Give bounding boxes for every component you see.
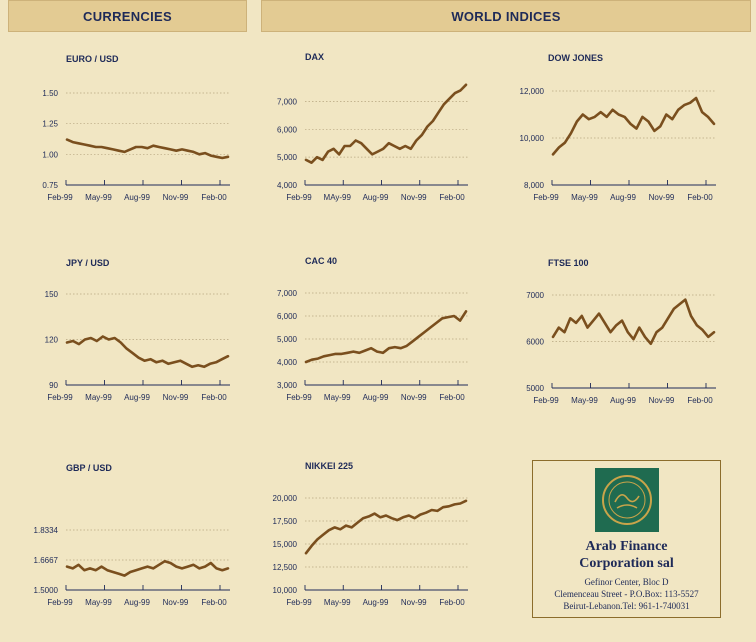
nikkei-225-y-tick-label: 20,000 (273, 494, 298, 503)
world-indices-banner: WORLD INDICES (261, 0, 751, 32)
ftse-100-x-tick-label: Aug-99 (610, 396, 636, 405)
ftse-100-y-tick-label: 7000 (526, 291, 544, 300)
cac-40-series-line (304, 310, 468, 364)
cac-40-x-tick-label: Aug-99 (363, 393, 389, 402)
dax-title: DAX (305, 52, 324, 62)
dax-x-tick-label: Feb-99 (286, 193, 312, 202)
jpy-usd-title: JPY / USD (66, 258, 110, 268)
cac-40-x-tick-label: Feb-00 (439, 393, 465, 402)
gbp-usd-y-tick-label: 1.5000 (34, 586, 59, 595)
cac-40-y-tick-label: 6,000 (277, 312, 298, 321)
dax-y-tick-label: 7,000 (277, 97, 298, 106)
nikkei-225-y-tick-label: 12,500 (273, 563, 298, 572)
cac-40-y-tick-label: 4,000 (277, 358, 298, 367)
nikkei-225-y-tick-label: 15,000 (273, 540, 298, 549)
dow-jones-x-tick-label: Feb-99 (533, 193, 559, 202)
dow-jones-y-tick-label: 12,000 (520, 87, 545, 96)
dax-y-tick-label: 5,000 (277, 153, 298, 162)
euro-usd-y-tick-label: 0.75 (42, 181, 58, 190)
dax-series-line (304, 83, 468, 164)
nikkei-225-x-tick-label: Aug-99 (363, 598, 389, 607)
cac-40-x-tick-label: Nov-99 (401, 393, 427, 402)
dax-x-tick-label: Nov-99 (401, 193, 427, 202)
dow-jones-x-tick-label: May-99 (571, 193, 598, 202)
gbp-usd-y-tick-label: 1.6667 (34, 556, 59, 565)
cac-40-title: CAC 40 (305, 256, 337, 266)
gbp-usd-x-tick-label: Feb-99 (47, 598, 73, 607)
jpy-usd-x-tick-label: Feb-00 (201, 393, 227, 402)
jpy-usd-y-tick-label: 150 (45, 290, 59, 299)
company-name-line2: Corporation sal (579, 556, 674, 571)
company-emblem-icon (595, 468, 659, 532)
dax-x-tick-label: Feb-00 (439, 193, 465, 202)
ftse-100-x-tick-label: Nov-99 (649, 396, 675, 405)
dow-jones-x-tick-label: Feb-00 (687, 193, 713, 202)
company-address-line2: Clemenceau Street - P.O.Box: 113-5527 (554, 589, 699, 599)
cac-40-y-tick-label: 7,000 (277, 289, 298, 298)
ftse-100-y-tick-label: 6000 (526, 338, 544, 347)
gbp-usd-x-tick-label: Aug-99 (124, 598, 150, 607)
dax-x-tick-label: MAy-99 (324, 193, 352, 202)
nikkei-225-x-tick-label: Feb-00 (439, 598, 465, 607)
nikkei-225-x-tick-label: Nov-99 (401, 598, 427, 607)
dax-x-tick-label: Aug-99 (363, 193, 389, 202)
euro-usd-x-tick-label: May-99 (85, 193, 112, 202)
company-logo-box: Arab Finance Corporation sal Gefinor Cen… (532, 460, 721, 618)
gbp-usd-title: GBP / USD (66, 463, 112, 473)
jpy-usd-series-line (65, 335, 230, 369)
dow-jones-x-tick-label: Aug-99 (610, 193, 636, 202)
jpy-usd-x-tick-label: Nov-99 (163, 393, 189, 402)
jpy-usd-y-tick-label: 120 (45, 336, 59, 345)
nikkei-225-title: NIKKEI 225 (305, 461, 353, 471)
nikkei-225-x-tick-label: May-99 (324, 598, 351, 607)
jpy-usd-x-tick-label: Feb-99 (47, 393, 73, 402)
ftse-100-x-tick-label: Feb-00 (687, 396, 713, 405)
euro-usd-x-tick-label: Aug-99 (124, 193, 150, 202)
euro-usd-y-tick-label: 1.00 (42, 150, 58, 159)
nikkei-225-x-tick-label: Feb-99 (286, 598, 312, 607)
dow-jones-series-line (551, 96, 716, 156)
euro-usd-series-line (65, 138, 230, 160)
jpy-usd-x-tick-label: Aug-99 (124, 393, 150, 402)
nikkei-225-series-line (304, 499, 468, 555)
jpy-usd-x-tick-label: May-99 (85, 393, 112, 402)
dax-y-tick-label: 4,000 (277, 181, 298, 190)
nikkei-225-y-tick-label: 17,500 (273, 517, 298, 526)
ftse-100-x-tick-label: May-99 (571, 396, 598, 405)
euro-usd-x-tick-label: Nov-99 (163, 193, 189, 202)
currencies-banner: CURRENCIES (8, 0, 247, 32)
euro-usd-x-tick-label: Feb-99 (47, 193, 73, 202)
ftse-100-series-line (551, 298, 716, 346)
dow-jones-y-tick-label: 8,000 (524, 181, 545, 190)
gbp-usd-x-tick-label: Nov-99 (163, 598, 189, 607)
cac-40-y-tick-label: 5,000 (277, 335, 298, 344)
nikkei-225-y-tick-label: 10,000 (273, 586, 298, 595)
ftse-100-title: FTSE 100 (548, 258, 589, 268)
company-address-line3: Beirut-Lebanon.Tel: 961-1-740031 (563, 601, 690, 611)
dow-jones-y-tick-label: 10,000 (520, 134, 545, 143)
cac-40-x-tick-label: Feb-99 (286, 393, 312, 402)
euro-usd-x-tick-label: Feb-00 (201, 193, 227, 202)
company-address-line1: Gefinor Center, Bloc D (584, 577, 669, 587)
gbp-usd-y-tick-label: 1.8334 (34, 526, 59, 535)
gbp-usd-x-tick-label: May-99 (85, 598, 112, 607)
cac-40-y-tick-label: 3,000 (277, 381, 298, 390)
dow-jones-x-tick-label: Nov-99 (649, 193, 675, 202)
jpy-usd-y-tick-label: 90 (49, 381, 58, 390)
gbp-usd-series-line (65, 559, 230, 577)
dax-y-tick-label: 6,000 (277, 125, 298, 134)
cac-40-x-tick-label: May-99 (324, 393, 351, 402)
euro-usd-y-tick-label: 1.25 (42, 120, 58, 129)
euro-usd-title: EURO / USD (66, 54, 119, 64)
gbp-usd-x-tick-label: Feb-00 (201, 598, 227, 607)
dow-jones-title: DOW JONES (548, 53, 603, 63)
company-name-line1: Arab Finance (585, 539, 668, 554)
ftse-100-y-tick-label: 5000 (526, 384, 544, 393)
ftse-100-x-tick-label: Feb-99 (533, 396, 559, 405)
euro-usd-y-tick-label: 1.50 (42, 89, 58, 98)
